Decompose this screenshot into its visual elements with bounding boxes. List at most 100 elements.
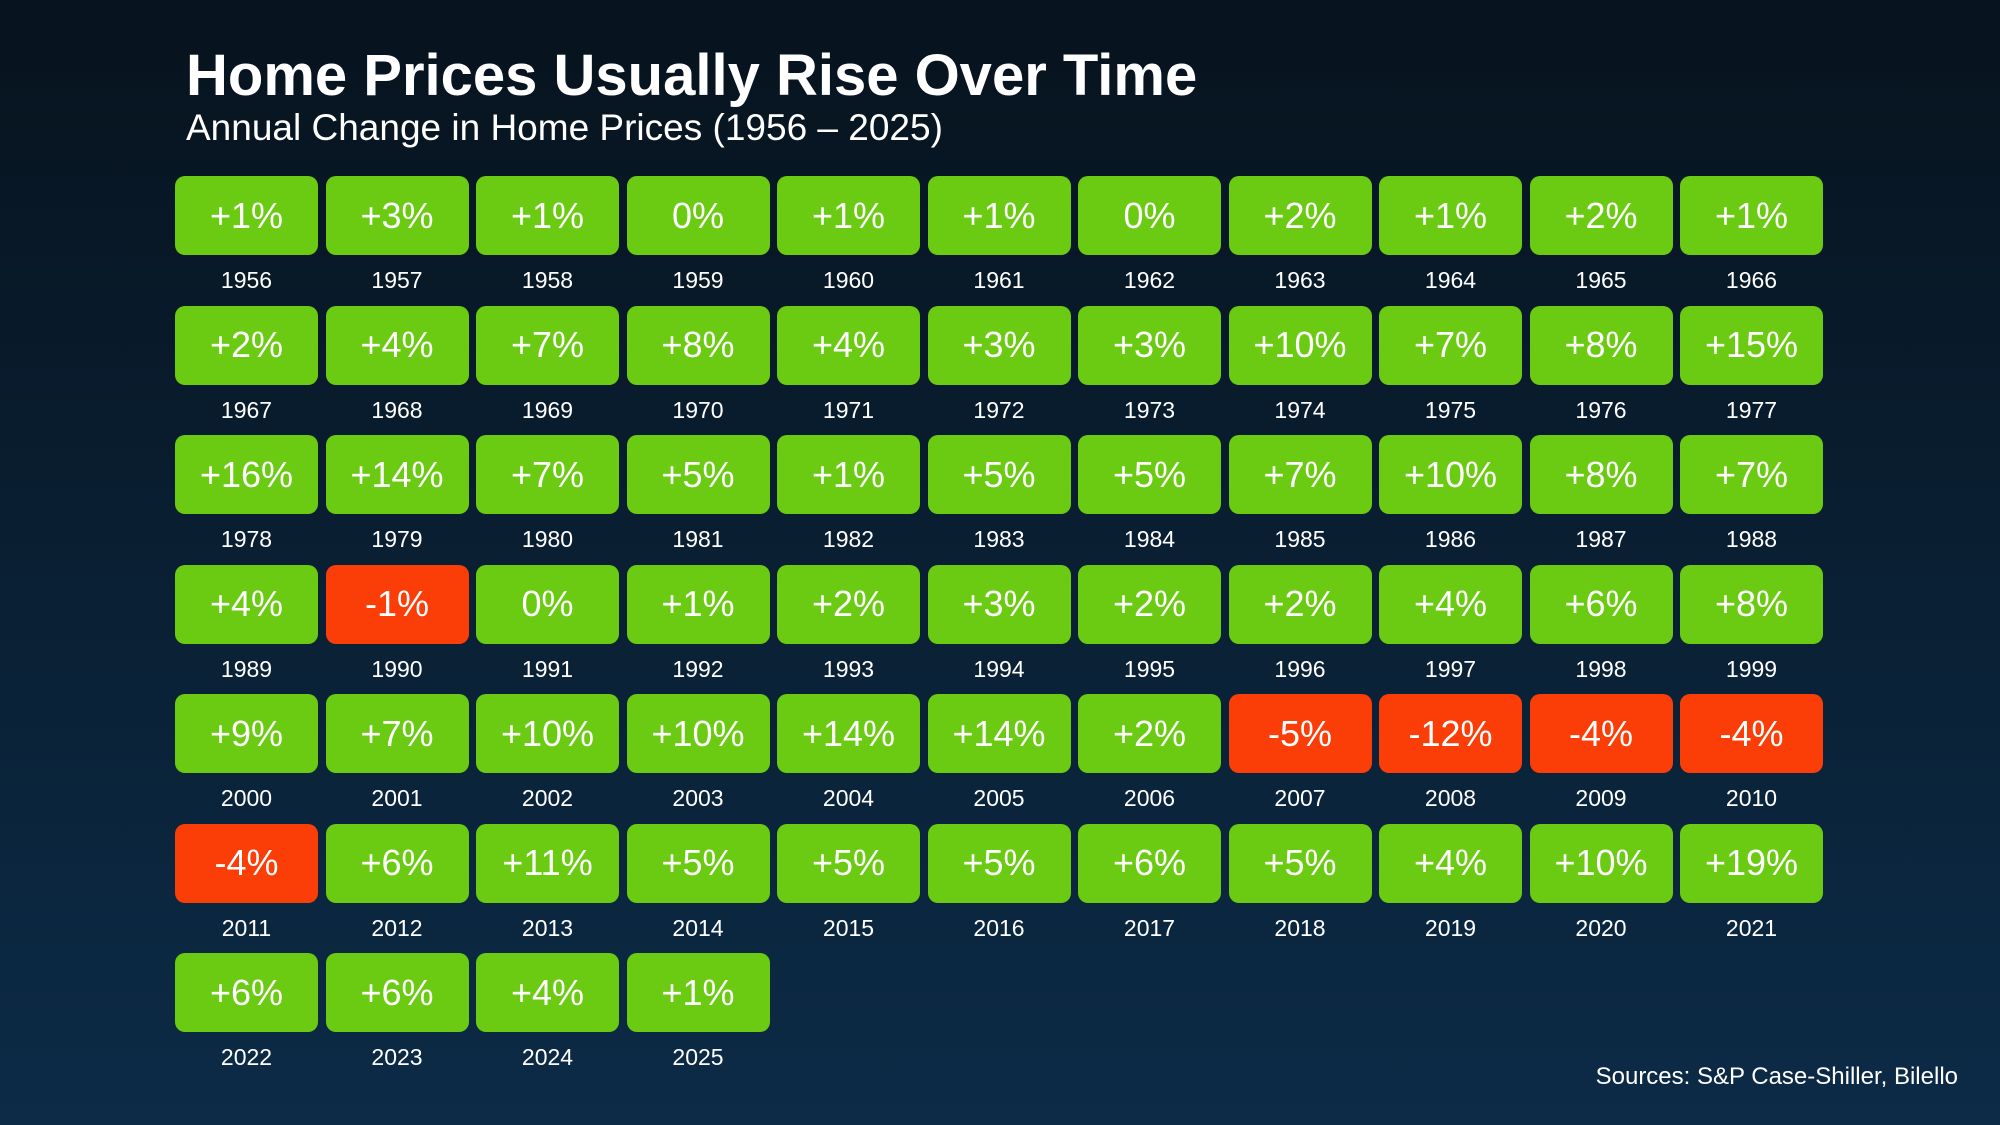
value-tile-1983: +5% xyxy=(927,435,1071,514)
value-label: +9% xyxy=(209,712,284,754)
value-tile-1995: +2% xyxy=(1078,564,1221,644)
year-label-1962: 1962 xyxy=(1123,267,1176,293)
value-label: -4% xyxy=(1568,712,1634,754)
value-label: -12% xyxy=(1408,712,1493,754)
value-tile-1998: +6% xyxy=(1529,564,1673,644)
value-label: +4% xyxy=(1413,583,1488,624)
year-label-1984: 1984 xyxy=(1123,526,1176,552)
year-label-1959: 1959 xyxy=(672,267,724,293)
year-label-1969: 1969 xyxy=(521,396,574,423)
value-tile-2012: +6% xyxy=(325,823,469,903)
year-label-1978: 1978 xyxy=(220,526,273,552)
year-label-2018: 2018 xyxy=(1274,914,1326,941)
year-label-1995: 1995 xyxy=(1123,655,1176,682)
value-label: +11% xyxy=(502,842,593,883)
year-label-1963: 1963 xyxy=(1274,267,1326,293)
value-label: +14% xyxy=(952,712,1046,754)
value-tile-2021: +19% xyxy=(1680,823,1823,903)
year-label-1996: 1996 xyxy=(1274,655,1326,682)
value-tile-1999: +8% xyxy=(1680,564,1823,644)
value-tile-2003: +10% xyxy=(626,694,770,773)
value-tile-2020: +10% xyxy=(1529,823,1673,903)
value-label: +8% xyxy=(661,324,735,365)
year-label-2025: 2025 xyxy=(672,1044,724,1070)
value-tile-2014: +5% xyxy=(626,823,770,903)
year-label-2019: 2019 xyxy=(1424,914,1477,941)
value-tile-1991: 0% xyxy=(476,564,619,644)
value-label: +2% xyxy=(811,583,886,624)
value-tile-1969: +7% xyxy=(476,305,619,385)
value-label: +7% xyxy=(510,453,585,495)
value-tile-1971: +4% xyxy=(777,305,920,385)
value-tile-1956: +1% xyxy=(175,176,318,255)
value-tile-2024: +4% xyxy=(476,953,619,1032)
value-label: +10% xyxy=(1554,842,1648,883)
year-label-1967: 1967 xyxy=(220,396,273,423)
value-label: +8% xyxy=(1564,324,1638,365)
year-label-2003: 2003 xyxy=(672,785,724,811)
value-label: +7% xyxy=(1714,453,1789,495)
value-tile-1986: +10% xyxy=(1379,435,1522,514)
year-label-1988: 1988 xyxy=(1725,526,1778,552)
year-label-2005: 2005 xyxy=(973,785,1025,811)
value-tile-1972: +3% xyxy=(927,305,1071,385)
value-label: +5% xyxy=(962,842,1036,883)
value-label: +6% xyxy=(360,971,434,1013)
year-label-1985: 1985 xyxy=(1274,526,1326,552)
value-tile-1996: +2% xyxy=(1228,564,1372,644)
value-tile-1975: +7% xyxy=(1379,305,1522,385)
value-tile-1977: +15% xyxy=(1680,305,1823,385)
value-label: -5% xyxy=(1267,712,1333,754)
year-label-2023: 2023 xyxy=(371,1044,423,1070)
value-tile-2005: +14% xyxy=(927,694,1071,773)
value-label: +2% xyxy=(1564,194,1638,236)
value-tile-2007: -5% xyxy=(1228,694,1372,773)
year-label-1997: 1997 xyxy=(1424,655,1477,682)
year-label-1980: 1980 xyxy=(521,526,574,552)
value-tile-1994: +3% xyxy=(927,564,1071,644)
value-tile-2009: -4% xyxy=(1529,694,1673,773)
value-tile-1967: +2% xyxy=(175,305,318,385)
value-label: +1% xyxy=(1413,194,1488,236)
year-label-2000: 2000 xyxy=(220,785,273,811)
value-tile-2022: +6% xyxy=(175,953,318,1032)
value-label: +3% xyxy=(962,324,1036,365)
value-tile-1965: +2% xyxy=(1529,176,1673,255)
year-label-1987: 1987 xyxy=(1575,526,1627,552)
value-tile-1989: +4% xyxy=(175,564,318,644)
value-tile-1968: +4% xyxy=(325,305,469,385)
value-tile-1970: +8% xyxy=(626,305,770,385)
value-tile-2001: +7% xyxy=(325,694,469,773)
value-label: +2% xyxy=(1263,583,1337,624)
value-tile-2011: -4% xyxy=(175,823,318,903)
value-label: +1% xyxy=(209,194,284,236)
value-tile-1959: 0% xyxy=(626,176,770,255)
value-label: +1% xyxy=(1714,194,1789,236)
year-label-1957: 1957 xyxy=(371,267,423,293)
value-label: +10% xyxy=(500,712,595,754)
value-tile-1981: +5% xyxy=(626,435,770,514)
year-label-1991: 1991 xyxy=(521,655,574,682)
value-label: +2% xyxy=(209,324,284,365)
year-label-1994: 1994 xyxy=(973,655,1025,682)
year-label-2004: 2004 xyxy=(822,785,875,811)
value-label: +8% xyxy=(1714,583,1789,624)
year-label-2002: 2002 xyxy=(521,785,574,811)
value-label: +1% xyxy=(811,453,886,495)
year-label-2022: 2022 xyxy=(220,1044,273,1070)
chart-subtitle: Annual Change in Home Prices (1956 – 202… xyxy=(186,107,943,148)
value-label: 0% xyxy=(671,194,725,236)
value-label: +6% xyxy=(360,842,434,883)
year-label-1979: 1979 xyxy=(371,526,423,552)
year-label-2007: 2007 xyxy=(1274,785,1326,811)
value-label: -4% xyxy=(214,842,279,883)
value-tile-2010: -4% xyxy=(1680,694,1823,773)
value-label: +7% xyxy=(510,324,585,365)
value-tile-2025: +1% xyxy=(626,953,770,1032)
value-label: +8% xyxy=(1564,453,1638,495)
value-label: +5% xyxy=(661,842,735,883)
year-label-2013: 2013 xyxy=(521,914,574,941)
value-tile-1984: +5% xyxy=(1078,435,1221,514)
value-tile-1988: +7% xyxy=(1680,435,1823,514)
